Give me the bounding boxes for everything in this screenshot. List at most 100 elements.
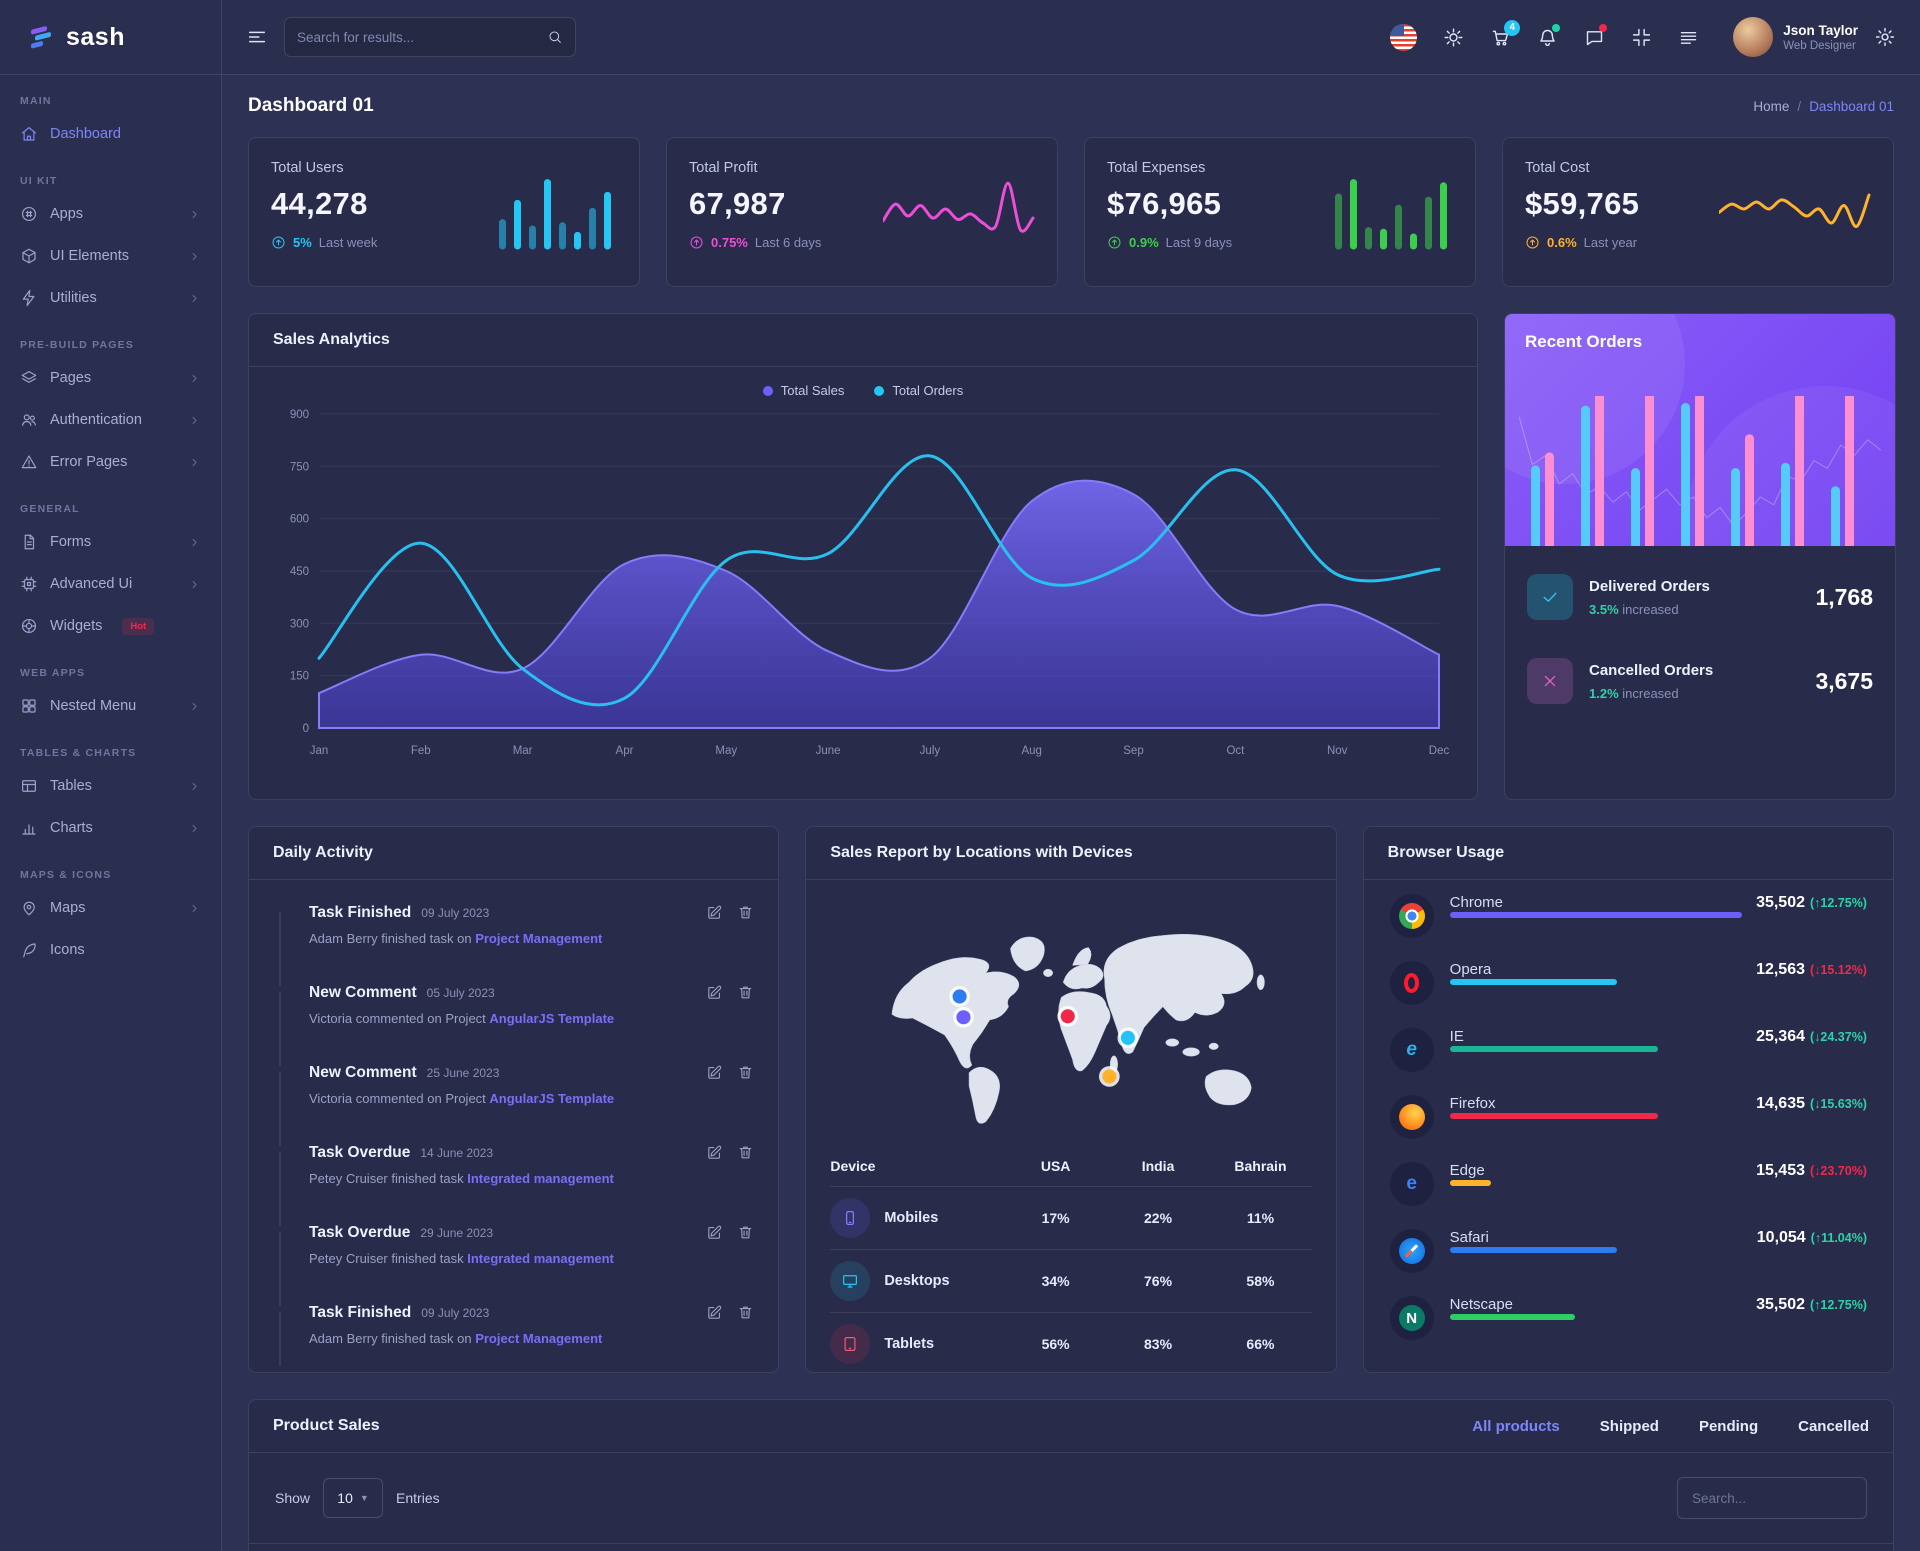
edit-button[interactable] — [706, 984, 723, 1026]
map-marker[interactable] — [1057, 1005, 1079, 1027]
tab-all-products[interactable]: All products — [1472, 1417, 1560, 1435]
browser-name: Chrome — [1449, 894, 1504, 911]
order-count: 1,768 — [1815, 583, 1873, 610]
sidebar-item-label: Widgets — [50, 618, 103, 634]
delete-button[interactable] — [737, 1224, 754, 1266]
column-usa: USA — [1040, 1157, 1071, 1174]
netscape-logo-icon: N — [1398, 1305, 1425, 1331]
sidebar-item-authentication[interactable]: Authentication — [0, 399, 221, 441]
breadcrumb-home[interactable]: Home — [1753, 98, 1790, 114]
sidebar-item-icons[interactable]: Icons — [0, 929, 221, 971]
opera-logo-icon — [1404, 973, 1420, 993]
sidebar-item-ui-elements[interactable]: UI Elements — [0, 235, 221, 277]
order-count: 3,675 — [1815, 667, 1873, 694]
user-menu[interactable]: Json Taylor Web Designer — [1733, 17, 1858, 57]
map-marker[interactable] — [949, 986, 971, 1007]
activity-link[interactable]: Project Management — [475, 1331, 603, 1346]
stat-card-total-cost: Total Cost $59,765 0.6% Last year — [1502, 137, 1894, 287]
right-sidebar-button[interactable] — [1678, 27, 1699, 48]
edge-logo-icon: e — [1406, 1173, 1417, 1194]
fullscreen-button[interactable] — [1631, 27, 1652, 48]
edit-button[interactable] — [706, 1224, 723, 1266]
trash-icon — [739, 986, 752, 999]
edit-icon — [708, 985, 722, 999]
delete-button[interactable] — [737, 1064, 754, 1106]
sidebar-item-apps[interactable]: Apps — [0, 193, 221, 235]
settings-button[interactable] — [1874, 26, 1896, 48]
messages-button[interactable] — [1584, 23, 1608, 48]
firefox-logo-icon — [1398, 1104, 1425, 1130]
sidebar-item-widgets[interactable]: Widgets Hot — [0, 605, 221, 647]
chevron-right-icon — [192, 702, 197, 710]
edit-button[interactable] — [706, 1304, 723, 1346]
arrow-up-circle-icon — [272, 236, 285, 249]
file-icon — [24, 534, 35, 550]
edit-button[interactable] — [706, 1064, 723, 1106]
language-flag-icon[interactable] — [1390, 23, 1418, 51]
activity-link[interactable]: AngularJS Template — [489, 1091, 615, 1106]
activity-link[interactable]: Integrated management — [467, 1251, 614, 1266]
activity-date: 09 July 2023 — [421, 1306, 490, 1320]
header-icons: 4 — [1390, 19, 1699, 51]
sidebar-item-maps[interactable]: Maps — [0, 887, 221, 929]
cart-button[interactable]: 4 — [1490, 19, 1521, 48]
delete-button[interactable] — [737, 904, 754, 946]
search-input[interactable] — [297, 29, 539, 45]
sidebar-item-label: Tables — [50, 778, 92, 794]
box-icon — [22, 248, 36, 264]
daily-activity-list: Task Finished 09 July 2023 Adam Berry fin… — [249, 880, 778, 1366]
arrow-up-circle-icon — [1108, 236, 1121, 249]
sidebar-item-forms[interactable]: Forms — [0, 521, 221, 563]
sidebar-item-pages[interactable]: Pages — [0, 357, 221, 399]
chart-legend: Total Sales Total Orders — [249, 367, 1477, 402]
device-india-value: 83% — [1144, 1335, 1173, 1352]
browser-row-netscape: N Netscape 35,502 (↑12.75%) — [1389, 1296, 1867, 1340]
edit-button[interactable] — [706, 1144, 723, 1186]
legend-item-total-sales[interactable]: Total Sales — [762, 383, 844, 398]
sidebar-nav: MAIN Dashboard UI KIT Apps UI Elements U… — [0, 95, 221, 971]
sidebar-item-utilities[interactable]: Utilities — [0, 277, 221, 319]
header-search[interactable] — [284, 17, 576, 57]
legend-item-total-orders[interactable]: Total Orders — [874, 383, 963, 398]
stat-card-total-profit: Total Profit 67,987 0.75% Last 6 days — [666, 137, 1058, 287]
map-marker[interactable] — [953, 1006, 975, 1028]
delete-button[interactable] — [737, 1304, 754, 1346]
entries-select[interactable]: 10 ▼ — [323, 1478, 384, 1518]
activity-link[interactable]: Project Management — [475, 931, 603, 946]
activity-title: Task Overdue — [309, 1224, 411, 1241]
activity-date: 05 July 2023 — [426, 986, 495, 1000]
browser-change: (↑11.04%) — [1810, 1231, 1867, 1245]
sidebar-item-label: Authentication — [50, 412, 142, 428]
edit-button[interactable] — [706, 904, 723, 946]
activity-link[interactable]: Integrated management — [467, 1171, 614, 1186]
browser-value: 14,635 — [1756, 1095, 1805, 1112]
sidebar-item-label: Icons — [50, 942, 85, 958]
activity-date: 25 June 2023 — [426, 1066, 500, 1080]
alert-icon — [21, 455, 37, 469]
browser-row-edge: e Edge 15,453 (↓23.70%) — [1389, 1162, 1867, 1206]
tab-pending[interactable]: Pending — [1698, 1417, 1759, 1435]
sidebar-item-error-pages[interactable]: Error Pages — [0, 441, 221, 483]
product-search-input[interactable] — [1677, 1477, 1867, 1519]
delete-button[interactable] — [737, 984, 754, 1026]
page-title: Dashboard 01 — [248, 95, 374, 116]
map-marker[interactable] — [1099, 1066, 1121, 1087]
notifications-button[interactable] — [1537, 23, 1561, 48]
chevron-right-icon — [192, 782, 197, 790]
sidebar-item-dashboard[interactable]: Dashboard — [0, 113, 221, 155]
map-marker[interactable] — [1117, 1027, 1139, 1049]
sidebar-item-advanced-ui[interactable]: Advanced Ui — [0, 563, 221, 605]
sidebar-item-nested-menu[interactable]: Nested Menu — [0, 685, 221, 727]
activity-link[interactable]: AngularJS Template — [489, 1011, 615, 1026]
brand-logo[interactable]: sash — [0, 0, 221, 75]
menu-toggle-button[interactable] — [246, 26, 268, 48]
tab-shipped[interactable]: Shipped — [1599, 1417, 1659, 1435]
tab-cancelled[interactable]: Cancelled — [1798, 1417, 1869, 1435]
stat-delta: 5% — [293, 235, 312, 250]
search-icon[interactable] — [547, 29, 563, 45]
sidebar-item-charts[interactable]: Charts — [0, 807, 221, 849]
stat-cards: Total Users 44,278 5% Last week Total Pr… — [248, 137, 1894, 287]
sidebar-item-tables[interactable]: Tables — [0, 765, 221, 807]
delete-button[interactable] — [737, 1144, 754, 1186]
theme-toggle-button[interactable] — [1443, 27, 1464, 48]
